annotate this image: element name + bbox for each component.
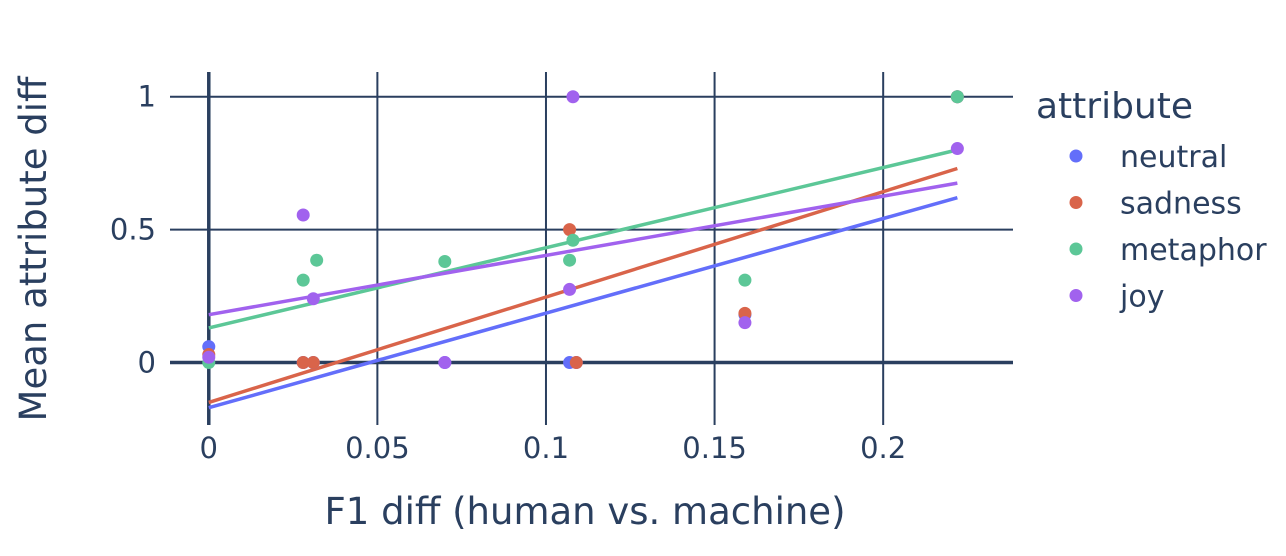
point-joy xyxy=(202,350,216,364)
x-tick-label: 0 xyxy=(200,431,218,465)
trend-lines xyxy=(208,148,958,410)
legend-label-sadness: sadness xyxy=(1120,187,1242,222)
trendline-sadness xyxy=(208,166,958,405)
axis-ticks: 0 0.05 0.1 0.15 0.2 0 0.5 1 xyxy=(110,80,906,465)
y-tick-label: 1 xyxy=(138,80,156,114)
point-joy xyxy=(438,356,452,370)
legend-marker-neutral xyxy=(1069,149,1083,163)
legend-label-joy: joy xyxy=(1119,280,1164,315)
legend-label-neutral: neutral xyxy=(1120,140,1227,175)
point-joy xyxy=(738,316,752,330)
y-tick-label: 0.5 xyxy=(110,213,156,247)
data-points xyxy=(202,90,964,370)
trendline-joy xyxy=(208,181,958,317)
point-sadness xyxy=(569,356,583,370)
point-joy xyxy=(563,282,577,296)
y-axis-title: Mean attribute diff xyxy=(12,75,55,421)
point-joy xyxy=(950,142,964,156)
x-tick-label: 0.05 xyxy=(345,431,410,465)
x-axis-title: F1 diff (human vs. machine) xyxy=(325,490,846,533)
point-sadness xyxy=(296,356,310,370)
legend-title: attribute xyxy=(1036,86,1193,127)
legend-marker-sadness xyxy=(1069,196,1083,209)
x-tick-label: 0.1 xyxy=(523,431,569,465)
point-sadness xyxy=(738,306,752,320)
point-joy xyxy=(306,292,320,306)
point-metaphor xyxy=(310,253,324,267)
trendline-metaphor xyxy=(208,148,958,330)
point-joy xyxy=(566,90,580,104)
legend: attribute neutral sadness metaphor joy xyxy=(1036,86,1267,315)
x-tick-label: 0.15 xyxy=(682,431,747,465)
point-metaphor xyxy=(566,233,580,247)
point-metaphor xyxy=(563,253,577,267)
point-sadness xyxy=(563,223,577,237)
point-metaphor xyxy=(438,255,452,269)
point-joy xyxy=(296,208,310,222)
point-metaphor xyxy=(296,273,310,287)
point-sadness xyxy=(306,356,320,370)
point-metaphor xyxy=(738,273,752,287)
trendline-neutral xyxy=(208,196,958,410)
legend-marker-joy xyxy=(1069,289,1083,302)
point-metaphor xyxy=(950,90,964,104)
legend-marker-metaphor xyxy=(1069,242,1083,256)
y-tick-label: 0 xyxy=(138,346,156,380)
x-tick-label: 0.2 xyxy=(860,431,906,465)
legend-label-metaphor: metaphor xyxy=(1120,233,1267,268)
